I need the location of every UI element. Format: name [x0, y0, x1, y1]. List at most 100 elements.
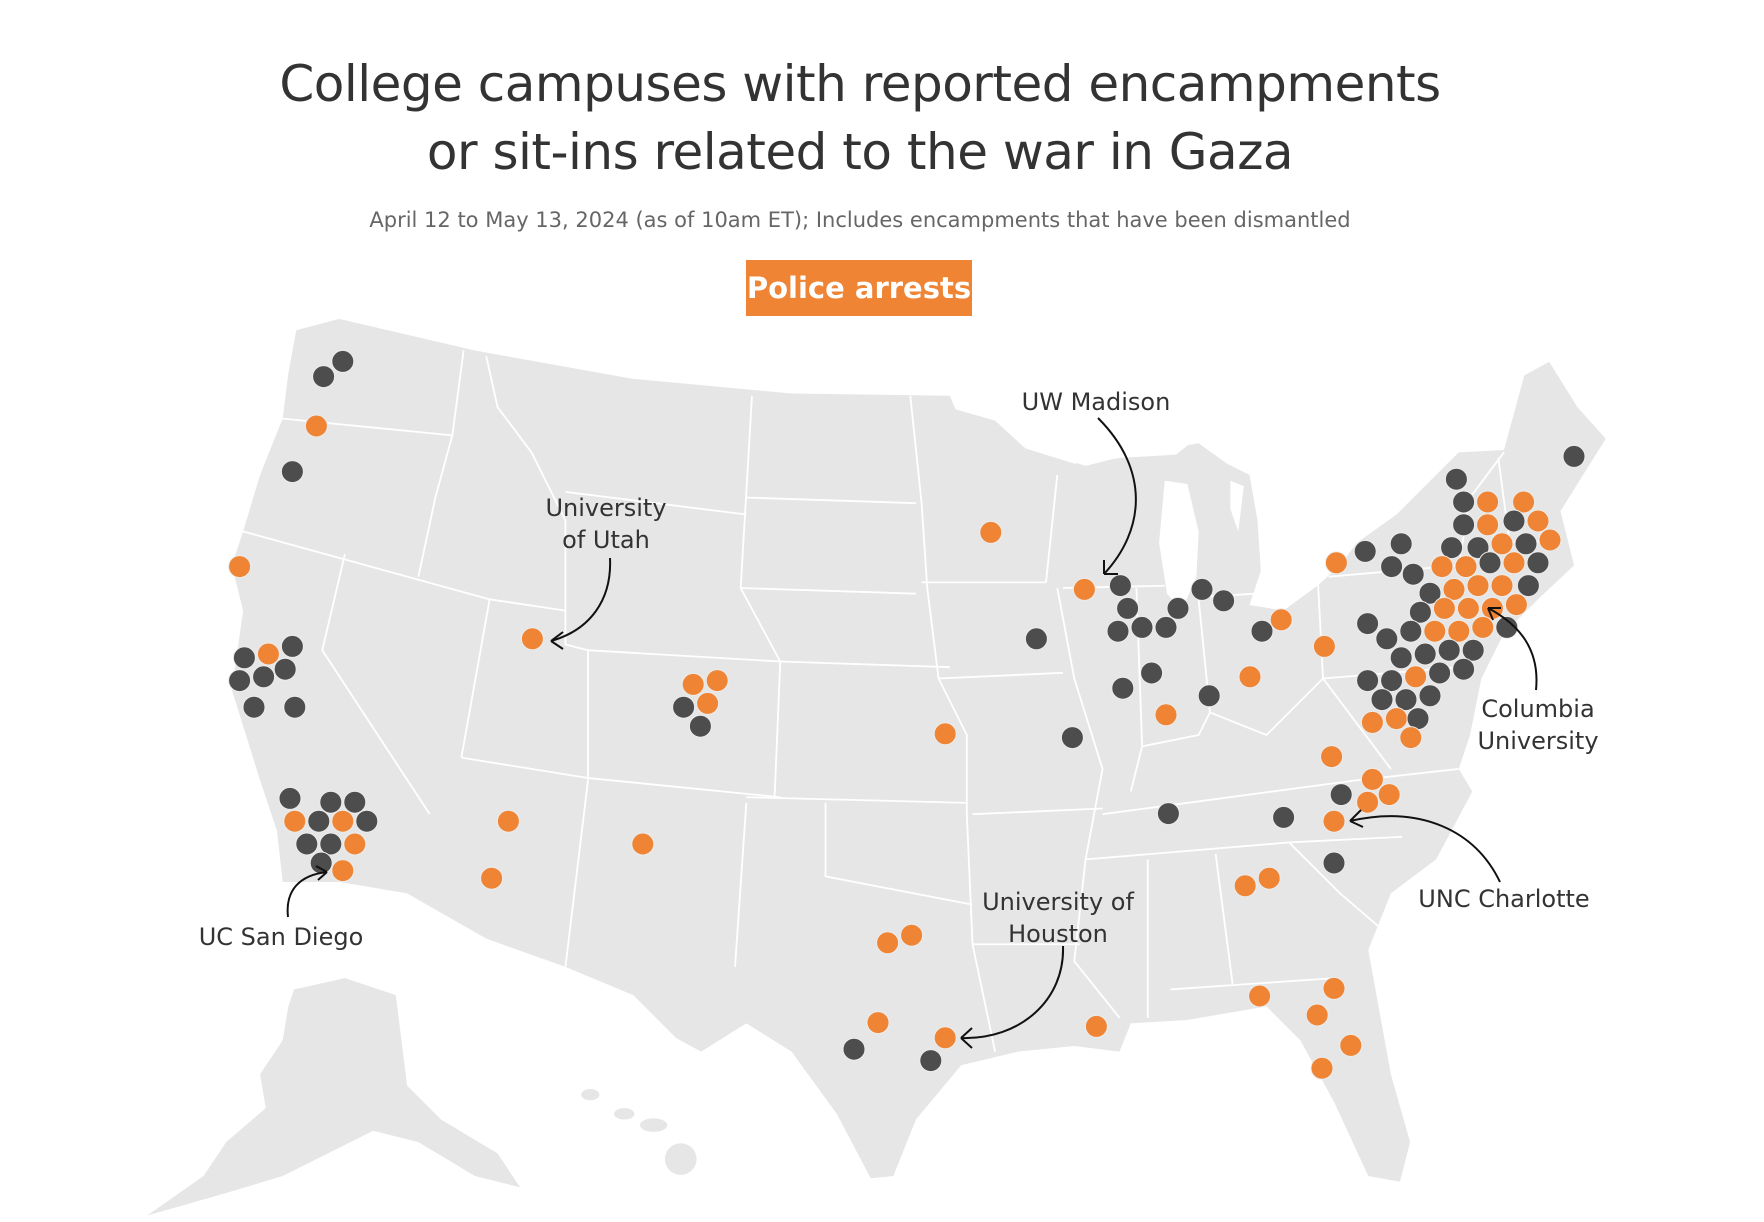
campus-marker-arrests — [1384, 707, 1408, 731]
campus-marker-arrests — [681, 672, 705, 696]
arrow-icon — [1097, 417, 1137, 575]
campus-marker — [1401, 562, 1425, 586]
campus-marker-arrests — [1360, 710, 1384, 734]
campus-marker — [1408, 600, 1432, 624]
campus-marker-arrests — [1432, 596, 1456, 620]
annotation-university-of-utah: University of Utah — [545, 494, 667, 650]
campus-marker-arrests — [1466, 574, 1490, 598]
campus-marker — [1106, 619, 1130, 643]
campus-marker — [232, 646, 256, 670]
campus-marker-arrests — [1312, 634, 1336, 658]
campus-marker — [1116, 596, 1140, 620]
arrow-icon — [286, 865, 328, 918]
title-line-2: or sit-ins related to the war in Gaza — [426, 123, 1294, 181]
campus-marker-arrests — [1476, 513, 1500, 537]
campus-marker — [242, 695, 266, 719]
campus-marker — [1394, 688, 1418, 712]
campus-marker — [1562, 444, 1586, 468]
campus-marker — [842, 1037, 866, 1061]
campus-marker — [1353, 539, 1377, 563]
campus-marker-arrests — [933, 722, 957, 746]
campus-marker-arrests — [1404, 665, 1428, 689]
annotation-uc-san-diego: UC San Diego — [199, 865, 364, 951]
annotation-label: Columbia — [1481, 695, 1594, 723]
campus-marker — [319, 832, 343, 856]
campus-marker-arrests — [1471, 615, 1495, 639]
campus-marker — [1418, 684, 1442, 708]
campus-marker-arrests — [1538, 528, 1562, 552]
campus-marker-arrests — [1322, 976, 1346, 1000]
campus-marker-arrests — [933, 1026, 957, 1050]
campus-marker — [1526, 551, 1550, 575]
campus-marker-arrests — [1490, 574, 1514, 598]
campus-marker — [1356, 612, 1380, 636]
campus-marker — [343, 790, 367, 814]
campus-marker-arrests — [631, 832, 655, 856]
campus-marker — [1437, 638, 1461, 662]
legend-police-arrests: Police arrests — [746, 260, 972, 316]
campus-marker-arrests — [331, 859, 355, 883]
campus-marker-arrests — [1084, 1014, 1108, 1038]
campus-marker — [1250, 619, 1274, 643]
campus-marker — [1399, 619, 1423, 643]
campus-marker-arrests — [866, 1011, 890, 1035]
annotation-label: University of — [982, 888, 1134, 916]
campus-marker — [1380, 555, 1404, 579]
campus-marker — [1156, 802, 1180, 826]
campus-marker-arrests — [1512, 490, 1536, 514]
subtitle: April 12 to May 13, 2024 (as of 10am ET)… — [369, 208, 1351, 232]
campus-marker-arrests — [1233, 874, 1257, 898]
campus-marker — [1356, 669, 1380, 693]
campus-marker — [1140, 661, 1164, 685]
campus-marker-arrests — [1072, 577, 1096, 601]
campus-marker-arrests — [979, 520, 1003, 544]
campus-marker-arrests — [1320, 745, 1344, 769]
markers-layer — [228, 349, 1586, 1080]
annotation-uw-madison: UW Madison — [1022, 388, 1170, 575]
title-line-1: College campuses with reported encampmen… — [279, 55, 1441, 113]
lake-huron-bay — [1230, 480, 1244, 532]
campus-marker — [1389, 532, 1413, 556]
campus-marker-arrests — [1257, 866, 1281, 890]
campus-marker — [1130, 615, 1154, 639]
campus-marker — [1440, 536, 1464, 560]
campus-marker — [1380, 669, 1404, 693]
campus-marker-arrests — [1442, 577, 1466, 601]
campus-marker — [919, 1049, 943, 1073]
campus-marker-arrests — [1269, 608, 1293, 632]
campus-marker — [1389, 646, 1413, 670]
campus-marker-arrests — [496, 809, 520, 833]
campus-marker — [280, 634, 304, 658]
campus-marker-arrests — [1423, 619, 1447, 643]
campus-marker — [1060, 726, 1084, 750]
annotation-label: UC San Diego — [199, 923, 364, 951]
campus-marker-arrests — [1360, 767, 1384, 791]
campus-marker — [228, 669, 252, 693]
campus-marker-arrests — [1339, 1033, 1363, 1057]
campus-marker-arrests — [696, 691, 720, 715]
campus-marker — [1108, 574, 1132, 598]
campus-marker — [672, 695, 696, 719]
campus-marker — [1452, 490, 1476, 514]
campus-marker — [1272, 805, 1296, 829]
campus-marker-arrests — [1447, 619, 1471, 643]
annotation-unc-charlotte: UNC Charlotte — [1349, 809, 1590, 913]
campus-marker — [1418, 581, 1442, 605]
campus-marker — [1375, 627, 1399, 651]
campus-marker — [1322, 851, 1346, 875]
campus-marker — [1514, 532, 1538, 556]
campus-marker-arrests — [1456, 596, 1480, 620]
campus-marker — [1444, 467, 1468, 491]
campus-marker-arrests — [304, 414, 328, 438]
campus-marker-arrests — [876, 931, 900, 955]
arrow-icon — [1349, 809, 1501, 883]
campus-marker — [1370, 688, 1394, 712]
campus-marker-arrests — [1377, 783, 1401, 807]
campus-marker — [1024, 627, 1048, 651]
campus-marker-arrests — [331, 809, 355, 833]
annotation-university-of-houston: University of Houston — [960, 888, 1134, 1049]
chart-title: College campuses with reported encampmen… — [0, 50, 1720, 186]
campus-marker-arrests — [1476, 490, 1500, 514]
campus-marker-arrests — [343, 832, 367, 856]
arrow-icon — [550, 557, 612, 650]
